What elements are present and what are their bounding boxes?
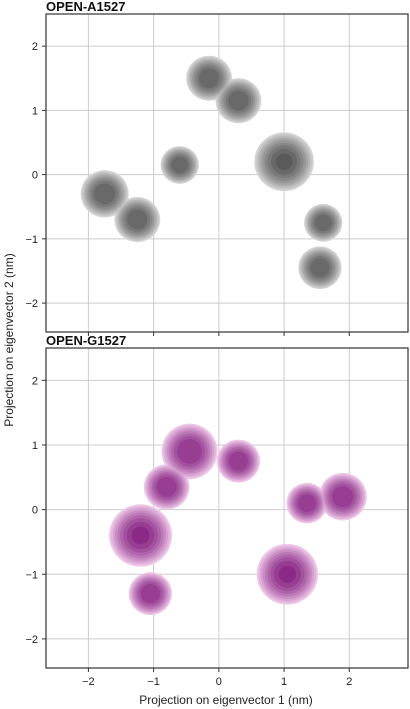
density-level-7 (310, 258, 330, 278)
density-level-7 (228, 90, 249, 111)
density-level-7 (140, 584, 160, 604)
y-tick-label: −1 (25, 234, 38, 246)
y-tick-label: 1 (32, 440, 38, 452)
density-level-8 (275, 153, 293, 171)
y-tick-label: 2 (32, 41, 38, 53)
y-tick-label: 2 (32, 375, 38, 387)
panel-open-g1527: −2 −1 0 1 2 −2 −1 0 1 2 (25, 347, 409, 688)
density-level-7 (94, 183, 116, 205)
y-axis-label: Projection on eigenvector 2 (nm) (2, 253, 16, 426)
density-level-8 (278, 565, 297, 583)
density-contours (80, 55, 343, 290)
x-tick-label: 2 (346, 676, 352, 688)
density-level-8 (131, 526, 150, 545)
y-tick-label: −2 (25, 634, 38, 646)
density-contours (109, 423, 367, 616)
density-level-7 (171, 156, 189, 174)
density-level-7 (198, 68, 220, 89)
y-tick-label: 0 (32, 170, 38, 182)
x-tick-label: −1 (147, 676, 160, 688)
density-level-7 (332, 486, 354, 508)
y-tick-label: −2 (25, 298, 38, 310)
density-level-7 (177, 439, 202, 464)
x-tick-label: 1 (281, 676, 287, 688)
x-tick-label: 0 (216, 676, 222, 688)
y-tick-label: 1 (32, 105, 38, 117)
density-level-7 (228, 451, 248, 471)
x-tick-label: −2 (82, 676, 95, 688)
x-axis-label: Projection on eigenvector 1 (nm) (139, 693, 312, 707)
panel-title-bottom: OPEN-G1527 (46, 333, 126, 348)
panel-open-a1527: −2 −1 0 1 2 (25, 13, 409, 336)
plot-frame (45, 13, 409, 333)
axis-ticks: −2 −1 0 1 2 (25, 41, 350, 336)
density-level-7 (314, 214, 332, 232)
density-level-7 (297, 494, 316, 513)
axis-ticks: −2 −1 0 1 2 −2 −1 0 1 2 (25, 375, 352, 688)
plot-frame (45, 347, 409, 669)
y-tick-label: −1 (25, 569, 38, 581)
density-level-7 (127, 209, 148, 230)
density-level-7 (156, 476, 177, 498)
y-tick-label: 0 (32, 505, 38, 517)
panel-title-top: OPEN-A1527 (46, 0, 125, 14)
